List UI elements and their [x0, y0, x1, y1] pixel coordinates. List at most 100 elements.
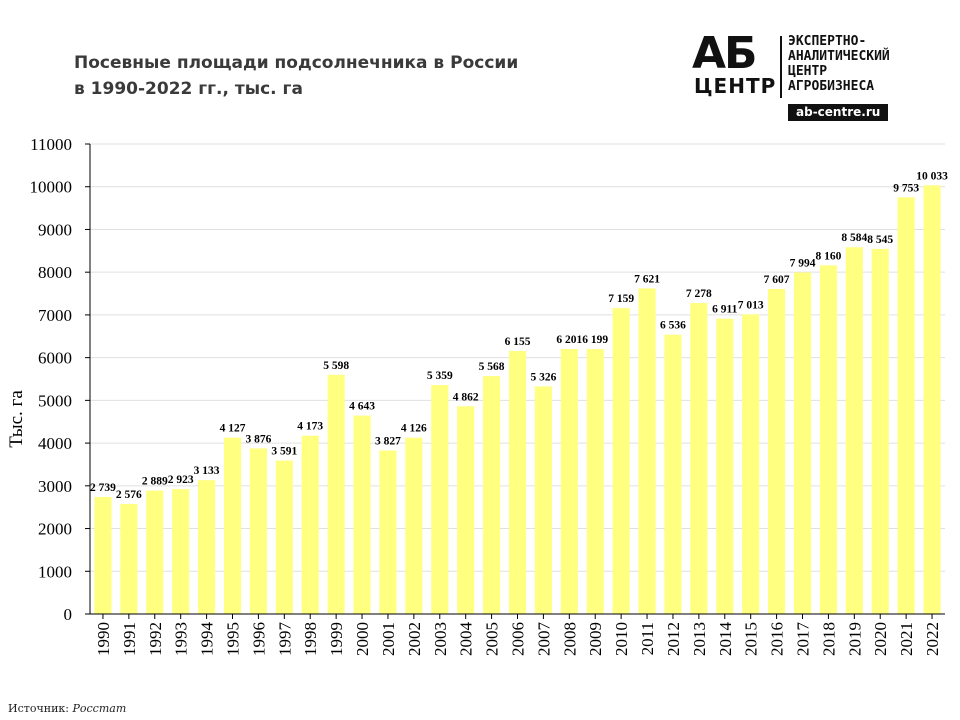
data-label: 3 827: [375, 435, 401, 447]
axes: [85, 143, 945, 619]
bar: [690, 303, 708, 614]
data-label: 7 621: [634, 273, 660, 285]
y-tick-label: 1000: [38, 562, 72, 581]
ab-centre-logo: АБ ЦЕНТР ЭКСПЕРТНО- АНАЛИТИЧЕСКИЙ ЦЕНТР …: [690, 28, 930, 122]
data-label: 8 160: [815, 250, 841, 262]
logo-text: ЭКСПЕРТНО- АНАЛИТИЧЕСКИЙ ЦЕНТР АГРОБИЗНЕ…: [788, 34, 890, 94]
data-label: 2 923: [168, 474, 194, 486]
data-label: 4 173: [297, 421, 323, 433]
data-label: 4 127: [220, 423, 246, 435]
x-tick-label: 2003: [431, 622, 450, 656]
x-tick-label: 2019: [845, 622, 864, 656]
y-tick-label: 11000: [30, 135, 72, 154]
y-tick-label: 3000: [38, 477, 72, 496]
x-tick-label: 2004: [457, 622, 476, 657]
x-tick-label: 2015: [742, 622, 761, 656]
data-label: 7 607: [764, 274, 790, 286]
x-tick-label: 2010: [612, 622, 631, 656]
bar: [146, 490, 164, 614]
bar: [716, 318, 734, 614]
y-axis-label: Тыс. га: [6, 390, 27, 448]
x-tick-label: 2009: [586, 622, 605, 656]
data-label: 3 591: [271, 446, 297, 458]
logo-text-line: АНАЛИТИЧЕСКИЙ: [788, 49, 890, 64]
data-label: 7 994: [790, 257, 816, 269]
x-tick-label: 2022: [923, 622, 942, 656]
logo-text-line: АГРОБИЗНЕСА: [788, 79, 875, 94]
data-label: 2 576: [116, 489, 142, 501]
chart-title: Посевные площади подсолнечника в России …: [74, 50, 519, 102]
x-tick-label: 1997: [275, 622, 294, 657]
x-tick-label: 1992: [146, 622, 165, 656]
x-tick-label: 2014: [716, 622, 735, 657]
x-tick-label: 1990: [94, 622, 113, 656]
data-label: 7 159: [608, 293, 634, 305]
data-label: 6 536: [660, 320, 686, 332]
x-tick-label: 2008: [560, 622, 579, 656]
bar: [483, 376, 501, 614]
x-tick-label: 2017: [794, 622, 813, 657]
x-tick-label: 2011: [638, 622, 657, 655]
bar: [923, 185, 941, 615]
chart-title-line-2: в 1990-2022 гг., тыс. га: [74, 79, 303, 99]
source-label: Источник:: [8, 702, 73, 715]
x-tick-label: 2000: [353, 622, 372, 656]
data-label: 4 862: [453, 391, 479, 403]
data-label: 6 911: [712, 304, 737, 316]
data-label: 3 876: [245, 433, 271, 445]
data-label: 5 598: [323, 360, 349, 372]
bar: [819, 265, 837, 614]
y-tick-label: 6000: [38, 349, 72, 368]
data-label: 6 201: [556, 334, 582, 346]
bar: [664, 334, 682, 614]
bar: [198, 480, 216, 614]
data-label: 4 643: [349, 401, 375, 413]
x-tick-label: 1994: [198, 622, 217, 657]
logo-mark-centr: ЦЕНТР: [694, 74, 777, 98]
bar: [638, 288, 656, 614]
bar: [612, 308, 630, 614]
bar: [431, 385, 449, 614]
chart-title-line-1: Посевные площади подсолнечника в России: [74, 53, 519, 73]
x-tick-label: 2016: [768, 622, 787, 656]
logo-text-line: ЭКСПЕРТНО-: [788, 34, 867, 49]
bar: [379, 450, 397, 614]
data-label: 9 753: [893, 182, 919, 194]
bar: [508, 351, 527, 614]
data-label: 8 545: [867, 234, 893, 246]
logo-divider: [780, 36, 782, 98]
data-label: 7 278: [686, 288, 712, 300]
data-label: 8 584: [841, 232, 867, 244]
bar: [457, 406, 475, 614]
x-tick-label: 1998: [301, 622, 320, 656]
bar: [768, 288, 786, 614]
bar: [405, 437, 423, 614]
x-tick-label: 2001: [379, 622, 398, 656]
y-tick-labels: 0 1000 2000 3000 4000 5000 6000 7000 8000 9000 100…: [30, 135, 73, 624]
y-tick-label: 9000: [38, 220, 72, 239]
x-tick-label: 2018: [819, 622, 838, 656]
x-tick-label: 1996: [249, 622, 268, 656]
x-tick-labels: 1990 1991 1992 1993 1994 1995 1996 1997 1998 1999…: [94, 622, 942, 657]
bar: [172, 489, 190, 614]
data-label: 2 889: [142, 476, 168, 488]
bar: [94, 496, 112, 614]
x-tick-label: 2021: [897, 622, 916, 656]
bar: [353, 415, 371, 614]
bar: [742, 314, 760, 614]
y-tick-label: 0: [64, 605, 73, 624]
bar: [793, 272, 812, 614]
bar: [871, 248, 889, 615]
x-tick-label: 2012: [664, 622, 683, 656]
data-label: 7 013: [738, 299, 764, 311]
bar: [249, 448, 267, 614]
bar: [120, 503, 138, 614]
bar: [560, 349, 578, 614]
logo-site-url: ab-centre.ru: [788, 104, 889, 121]
x-tick-label: 2006: [509, 622, 528, 656]
y-tick-label: 5000: [38, 391, 72, 410]
source-note: Источник: Росстат: [8, 702, 126, 715]
x-tick-label: 2002: [405, 622, 424, 656]
